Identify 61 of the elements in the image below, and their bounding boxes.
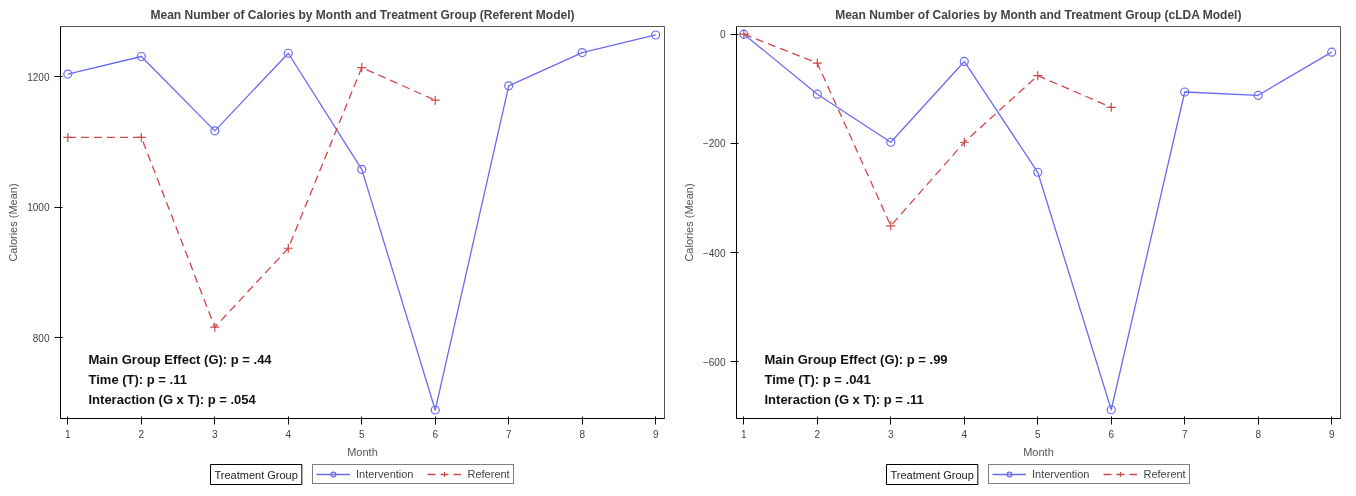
legend-label: Intervention xyxy=(356,468,414,480)
point xyxy=(504,81,514,91)
x-tick-label: 5 xyxy=(358,428,365,440)
x-tick-label: 4 xyxy=(961,428,968,440)
y-tick-label: −400 xyxy=(702,247,726,259)
x-tick-label: 9 xyxy=(652,428,659,440)
annotation: Main Group Effect (G): p = .44 xyxy=(88,351,273,367)
point xyxy=(1033,167,1043,177)
annotation: Interaction (G x T): p = .11 xyxy=(764,391,924,407)
x-tick-label: 2 xyxy=(138,428,145,440)
legend-title: Treatment Group xyxy=(214,468,298,481)
annotation: Time (T): p = .041 xyxy=(764,371,871,387)
x-tick-label: 7 xyxy=(505,428,512,440)
x-tick-label: 1 xyxy=(741,428,748,440)
point xyxy=(1106,405,1116,415)
point xyxy=(1253,90,1263,100)
x-tick-label: 5 xyxy=(1034,428,1041,440)
point xyxy=(210,126,220,136)
y-tick-label: 800 xyxy=(32,332,50,344)
x-tick-label: 2 xyxy=(814,428,821,440)
legend-label: Intervention xyxy=(1032,468,1090,480)
x-axis-title: Month xyxy=(347,445,378,458)
point xyxy=(136,51,146,62)
point xyxy=(283,48,293,58)
y-tick-label: −200 xyxy=(702,138,726,150)
legend-label: Referent xyxy=(467,468,510,480)
point xyxy=(1180,87,1190,97)
legend-label: Referent xyxy=(1143,468,1186,480)
y-tick-label: 1200 xyxy=(27,71,50,83)
point xyxy=(357,164,367,174)
y-tick-label: −600 xyxy=(702,356,726,368)
annotation: Main Group Effect (G): p = .99 xyxy=(764,351,948,367)
point xyxy=(886,137,896,147)
legend-title: Treatment Group xyxy=(890,468,974,481)
x-tick-label: 4 xyxy=(285,428,292,440)
point xyxy=(812,89,822,99)
point xyxy=(63,69,73,79)
x-axis-title: Month xyxy=(1023,445,1054,458)
x-tick-label: 7 xyxy=(1181,428,1188,440)
x-tick-label: 6 xyxy=(432,428,439,440)
y-tick-label: 0 xyxy=(719,29,726,41)
x-tick-label: 3 xyxy=(888,428,895,440)
point xyxy=(959,56,969,67)
y-axis-title: Calories (Mean) xyxy=(7,183,20,262)
point xyxy=(651,30,661,40)
point xyxy=(812,57,823,69)
chart-title: Mean Number of Calories by Month and Treatment Group (Referent Model) xyxy=(150,7,575,22)
point xyxy=(1327,47,1337,57)
x-tick-label: 9 xyxy=(1328,428,1335,440)
annotation: Interaction (G x T): p = .054 xyxy=(88,391,257,407)
y-axis-title: Calories (Mean) xyxy=(682,183,695,262)
x-tick-label: 6 xyxy=(1108,428,1115,440)
point xyxy=(577,48,587,58)
x-tick-label: 1 xyxy=(65,428,72,440)
x-tick-label: 8 xyxy=(1255,428,1262,440)
point xyxy=(430,405,440,415)
annotation: Time (T): p = .11 xyxy=(88,371,187,387)
y-tick-label: 1000 xyxy=(27,202,50,214)
x-tick-label: 8 xyxy=(579,428,586,440)
x-tick-label: 3 xyxy=(212,428,219,440)
chart-title: Mean Number of Calories by Month and Treatment Group (cLDA Model) xyxy=(835,7,1242,22)
